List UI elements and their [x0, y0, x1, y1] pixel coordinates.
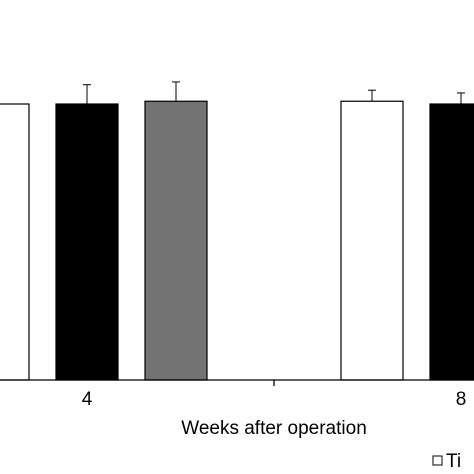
legend-label-ti: Ti: [446, 451, 461, 472]
bar-series-2-week-8: [429, 103, 474, 381]
error-bar-series-2-week-4: [83, 84, 91, 104]
x-tick-label-4: 4: [82, 389, 93, 410]
bar-series-1-week-4: [0, 103, 30, 381]
legend-swatch-ti: [432, 455, 443, 466]
bar-series-1-week-8: [340, 100, 404, 381]
error-bars-group: [83, 81, 465, 104]
x-axis-title: Weeks after operation: [181, 418, 367, 439]
error-bar-series-1-week-8: [368, 89, 376, 102]
x-tick-label-8: 8: [456, 389, 467, 410]
bars-group: [0, 100, 474, 381]
bar-series-3-week-4: [144, 100, 208, 381]
error-bar-series-2-week-8: [457, 92, 465, 104]
bar-series-2-week-4: [55, 103, 119, 381]
error-bar-series-3-week-4: [172, 81, 180, 102]
